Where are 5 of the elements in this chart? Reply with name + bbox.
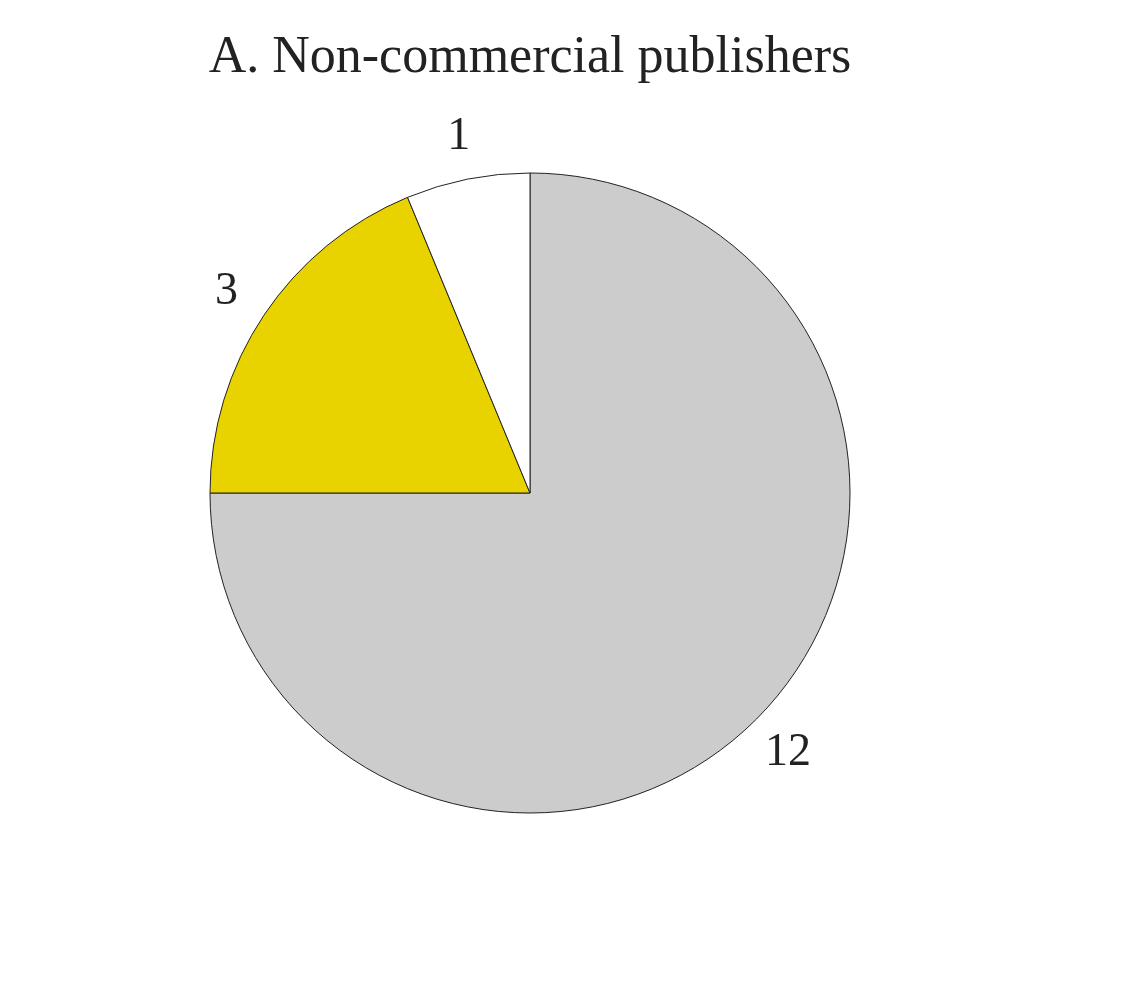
data-label: 12	[765, 724, 812, 776]
data-label: 1	[447, 108, 471, 160]
chart-title: A. Non-commercial publishers	[208, 26, 852, 83]
data-label: 3	[215, 263, 239, 315]
pie-slice	[209, 172, 851, 814]
